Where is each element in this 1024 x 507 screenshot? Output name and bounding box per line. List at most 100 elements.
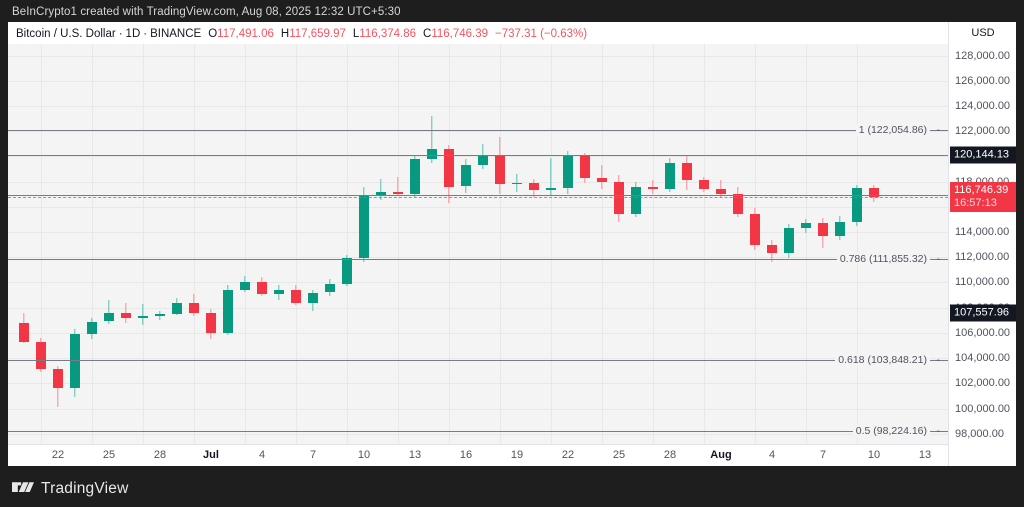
candlestick [767, 44, 777, 444]
tradingview-wordmark: TradingView [41, 480, 129, 497]
candlestick [393, 44, 403, 444]
time-axis-tick: 25 [612, 449, 626, 461]
price-badge-low-marker[interactable]: 107,557.96 [950, 304, 1016, 322]
candlestick [631, 44, 641, 444]
legend-separator-1: · [118, 28, 123, 40]
vertical-gridline [296, 44, 297, 444]
legend-separator-2: · [143, 28, 148, 40]
candle-body [393, 191, 403, 195]
candle-body [699, 180, 709, 190]
price-axis[interactable]: USD 128,000.00 126,000.00 124,000.00 122,00… [948, 22, 1016, 466]
fib-level-line [8, 259, 948, 260]
candle-body [155, 313, 165, 317]
horizontal-gridline [8, 80, 948, 82]
legend-close: C116,746.39 [423, 28, 488, 40]
candlestick [461, 44, 471, 444]
candlestick [138, 44, 148, 444]
horizontal-gridline [8, 232, 948, 233]
time-axis-tick: 19 [510, 449, 524, 461]
fib-level-line [8, 430, 948, 432]
candlestick [478, 44, 488, 444]
candle-body [257, 282, 267, 294]
candle-body [87, 321, 97, 335]
candlestick [274, 44, 284, 444]
fib-level-tick: - [936, 353, 941, 366]
fib-level-tick: - [936, 124, 941, 137]
candlestick [648, 44, 658, 444]
candlestick [801, 44, 811, 444]
chart-plot-area[interactable]: 1 (122,054.86) -0.786 (111,855.32) -0.618 … [8, 44, 948, 444]
fib-level-label: 1 (122,054.86) [855, 124, 930, 137]
candlestick [87, 44, 97, 444]
candle-wick [550, 157, 552, 196]
candlestick [682, 44, 692, 444]
candle-body [733, 194, 743, 215]
vertical-gridline [704, 44, 705, 444]
candlestick [70, 44, 80, 444]
horizontal-gridline [8, 55, 948, 57]
countdown-timer: 16:57:13 [954, 197, 997, 210]
legend-high: H117,659.97 [281, 28, 346, 40]
candlestick [835, 44, 845, 444]
price-axis-tick: 104,000.00 [955, 352, 1011, 364]
candlestick [359, 44, 369, 444]
fib-level-label: 0.5 (98,224.16) [852, 424, 930, 437]
candlestick [818, 44, 828, 444]
candle-body [206, 312, 216, 333]
candle-wick [601, 165, 603, 190]
legend-low-value: 116,374.86 [359, 28, 416, 40]
tradingview-logo-icon [12, 482, 34, 493]
vertical-gridline [143, 44, 144, 444]
candlestick [36, 44, 46, 444]
candlestick [308, 44, 318, 444]
candle-body [359, 195, 369, 259]
candle-body [104, 312, 114, 322]
legend-close-key: C [423, 28, 432, 40]
time-axis[interactable]: 22 25 28 Jul 4 7 10 13 16 19 22 25 28 Aug 4 7 10 13 [8, 444, 948, 466]
legend-symbol[interactable]: Bitcoin / U.S. Dollar [16, 28, 116, 40]
vertical-gridline [551, 44, 552, 444]
candle-body [546, 187, 556, 191]
fib-level-tick: - [936, 424, 941, 437]
candlestick [155, 44, 165, 444]
candlestick [291, 44, 301, 444]
time-axis-tick: 7 [819, 449, 827, 461]
candle-body [835, 221, 845, 236]
price-badge-low-marker-value: 107,557.96 [954, 306, 1010, 319]
candle-body [631, 186, 641, 215]
candlestick [342, 44, 352, 444]
fib-level-label: 0.786 (111,855.32) [836, 253, 930, 265]
candle-body [597, 177, 607, 182]
price-axis-tick: 124,000.00 [955, 99, 1011, 112]
candlestick [733, 44, 743, 444]
candle-body [478, 156, 488, 166]
price-axis-tick: 106,000.00 [955, 326, 1011, 339]
candlestick [53, 44, 63, 444]
candle-body [529, 182, 539, 191]
time-axis-tick: 4 [768, 449, 776, 461]
horizontal-gridline [8, 105, 948, 107]
candlestick [427, 44, 437, 444]
horizontal-gridline [8, 332, 948, 334]
candle-body [189, 302, 199, 313]
legend-interval[interactable]: 1D [125, 28, 141, 40]
time-axis-tick: 13 [408, 449, 422, 461]
candle-wick [108, 300, 110, 324]
footer-branding: TradingView [12, 480, 129, 498]
price-axis-tick: 110,000.00 [955, 276, 1010, 289]
candle-body [53, 369, 63, 389]
horizontal-gridline [8, 433, 948, 435]
candle-body [138, 316, 148, 318]
candle-body [512, 182, 522, 185]
vertical-gridline [653, 44, 654, 444]
price-badge-high-marker[interactable]: 120,144.13 [950, 146, 1016, 163]
candlestick [665, 44, 675, 444]
candlestick [716, 44, 726, 444]
chart-legend: Bitcoin / U.S. Dollar · 1D · BINANCE O 11… [16, 26, 587, 42]
legend-open-key: O [208, 28, 218, 40]
legend-close-value: 116,746.39 [431, 28, 489, 40]
price-badge-last-price[interactable]: 116,746.39 16:57:13 [950, 182, 1016, 213]
legend-exchange[interactable]: BINANCE [150, 28, 202, 40]
candlestick [597, 44, 607, 444]
vertical-gridline [857, 44, 858, 444]
